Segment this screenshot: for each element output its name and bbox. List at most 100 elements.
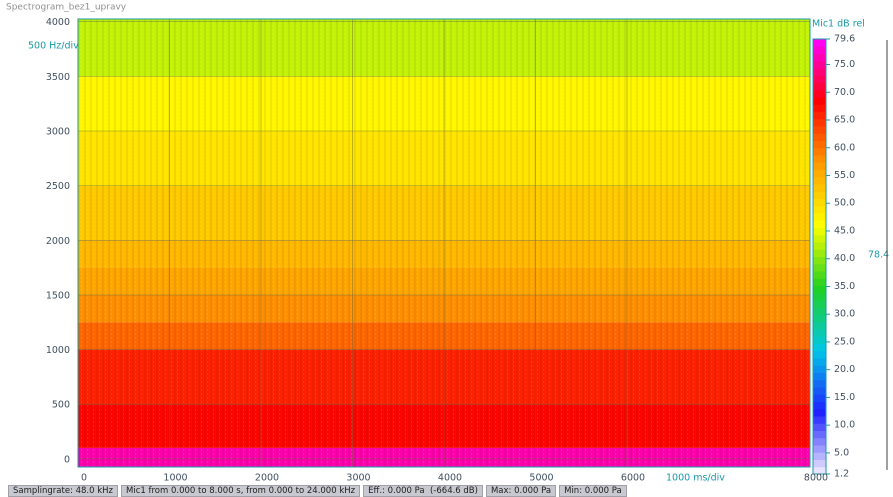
colorbar-segment	[813, 365, 826, 373]
colorbar-segment	[813, 213, 826, 221]
status-field: Max: 0.000 Pa	[485, 485, 557, 497]
x-tick-label: 5000	[529, 473, 553, 484]
y-tick-label: 3500	[46, 72, 70, 83]
colorbar-segment	[813, 126, 826, 134]
colorbar-segment	[813, 97, 826, 105]
colorbar-tick-label: 1.2	[834, 469, 849, 480]
colorbar-segment	[813, 285, 826, 294]
colorbar-tick-label: 40.0	[834, 253, 855, 264]
colorbar-segment	[813, 329, 826, 337]
colorbar-segment	[813, 372, 826, 381]
colorbar-segment	[813, 111, 826, 120]
colorbar-tick-label: 45.0	[834, 225, 855, 236]
colorbar-tick-label: 50.0	[834, 198, 855, 209]
colorbar-segment	[813, 249, 826, 257]
colorbar-tick-label: 65.0	[834, 115, 855, 126]
colorbar-tick-label: 20.0	[834, 364, 855, 375]
y-tick-label: 0	[64, 454, 70, 465]
colorbar-segment	[813, 423, 826, 431]
colorbar-segment	[813, 343, 826, 352]
range-label: 78.4	[868, 250, 889, 261]
colorbar-segment	[813, 445, 826, 453]
colorbar-segment	[813, 466, 826, 475]
x-tick-label: 8000	[804, 473, 828, 484]
colorbar-segment	[813, 350, 826, 359]
colorbar-segment	[813, 416, 826, 424]
colorbar-segment	[813, 242, 826, 250]
colorbar-segment	[813, 104, 826, 112]
status-field: Min: 0.000 Pa	[559, 485, 627, 497]
x-tick-label: 0	[81, 473, 87, 484]
colorbar-segment	[813, 191, 826, 199]
colorbar-segment	[813, 278, 826, 286]
colorbar-segment	[813, 205, 826, 214]
colorbar-segment	[813, 155, 826, 163]
colorbar-segment	[813, 234, 826, 243]
colorbar-segment	[813, 162, 826, 170]
y-tick-label: 1000	[46, 345, 70, 356]
colorbar-frame	[812, 38, 827, 475]
colorbar-segment	[813, 408, 826, 417]
colorbar-segment	[813, 227, 826, 236]
colorbar-segment	[813, 256, 826, 265]
status-bar: Samplingrate: 48.0 kHz Mic1 from 0.000 t…	[8, 485, 627, 497]
colorbar-segment	[813, 437, 826, 446]
x-tick-label: 3000	[346, 473, 370, 484]
colorbar-segment	[813, 176, 826, 185]
colorbar-segment	[813, 307, 826, 315]
colorbar-segment	[813, 53, 826, 62]
chart: Spectrogram_bez1_upravy 500 Hz/div 1000 …	[6, 3, 889, 484]
colorbar-segment	[813, 387, 826, 395]
colorbar-tick-label: 60.0	[834, 142, 855, 153]
colorbar-segment	[813, 60, 826, 69]
colorbar-segment	[813, 68, 826, 76]
colorbar-segment	[813, 140, 826, 149]
colorbar-segment	[813, 452, 826, 460]
colorbar-segment	[813, 358, 826, 366]
colorbar-segment	[813, 401, 826, 410]
y-tick-label: 3000	[46, 127, 70, 138]
colorbar-segment	[813, 198, 826, 207]
y-tick-label: 2000	[46, 236, 70, 247]
colorbar-segment	[813, 89, 826, 98]
y-tick-label: 500	[52, 400, 70, 411]
colorbar-segment	[813, 321, 826, 330]
y-tick-label: 4000	[46, 17, 70, 28]
colorbar-segment	[813, 169, 826, 178]
colorbar-tick-label: 75.0	[834, 59, 855, 70]
colorbar-segment	[813, 292, 826, 301]
y-tick-label: 2500	[46, 181, 70, 192]
x-tick-label: 2000	[255, 473, 279, 484]
colorbar-tick-label: 55.0	[834, 170, 855, 181]
colorbar-tick-label: 25.0	[834, 336, 855, 347]
colorbar-tick-label: 70.0	[834, 87, 855, 98]
colorbar-segment	[813, 46, 826, 54]
x-tick-label: 4000	[438, 473, 462, 484]
colorbar-segment	[813, 220, 826, 228]
colorbar-segment	[813, 379, 826, 388]
colorbar-segment	[813, 118, 826, 127]
colorbar-segment	[813, 314, 826, 323]
x-tick-label: 1000	[163, 473, 187, 484]
plot-frame	[77, 18, 811, 468]
colorbar-tick-label: 15.0	[834, 392, 855, 403]
y-annotation: 500 Hz/div	[28, 41, 79, 52]
status-field: Mic1 from 0.000 to 8.000 s, from 0.000 t…	[121, 485, 361, 497]
colorbar-segment	[813, 82, 826, 91]
chart-title: Spectrogram_bez1_upravy	[6, 3, 127, 13]
colorbar-segment	[813, 133, 826, 141]
colorbar-tick-label: 79.6	[834, 34, 855, 45]
colorbar-segment	[813, 271, 826, 279]
colorbar-tick-label: 5.0	[834, 447, 849, 458]
colorbar-segment	[813, 184, 826, 192]
colorbar-label: Mic1 dB rel	[812, 19, 865, 30]
colorbar-segment	[813, 263, 826, 272]
colorbar-segment	[813, 147, 826, 156]
status-field: Eff.: 0.000 Pa (-664.6 dB)	[363, 485, 483, 497]
colorbar-tick-label: 10.0	[834, 420, 855, 431]
colorbar-tick-label: 35.0	[834, 281, 855, 292]
status-field: Samplingrate: 48.0 kHz	[8, 485, 119, 497]
colorbar-segment	[813, 336, 826, 344]
colorbar-segment	[813, 459, 826, 468]
